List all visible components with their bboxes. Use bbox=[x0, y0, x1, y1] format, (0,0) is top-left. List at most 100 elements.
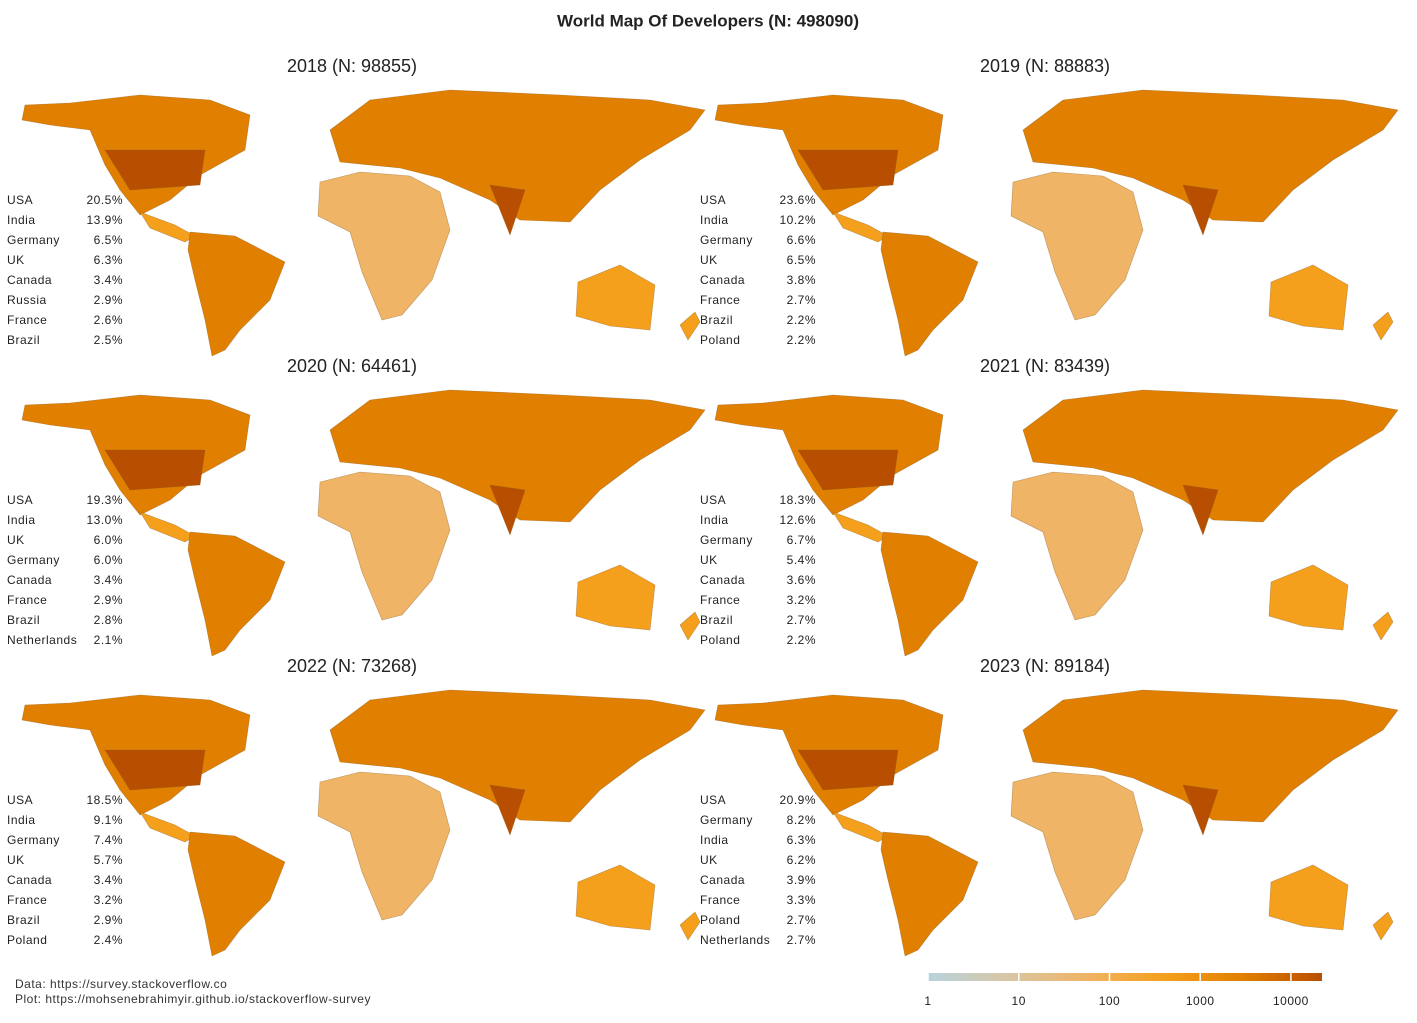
percent-label: 2.2% bbox=[787, 633, 816, 647]
land bbox=[104, 749, 206, 791]
panel-title: 2021 (N: 83439) bbox=[980, 356, 1110, 376]
country-label: UK bbox=[7, 853, 25, 867]
percent-label: 3.2% bbox=[787, 593, 816, 607]
caption: Data: https://survey.stackoverflow.co bbox=[15, 977, 227, 991]
land bbox=[880, 831, 979, 957]
land bbox=[880, 531, 979, 657]
percent-label: 20.5% bbox=[86, 193, 123, 207]
percent-label: 6.5% bbox=[94, 233, 123, 247]
land bbox=[679, 611, 701, 641]
percent-label: 2.5% bbox=[94, 333, 123, 347]
percent-label: 9.1% bbox=[94, 813, 123, 827]
land bbox=[104, 149, 206, 191]
land bbox=[1372, 611, 1394, 641]
country-label: France bbox=[700, 293, 740, 307]
country-label: USA bbox=[700, 493, 726, 507]
percent-label: 6.6% bbox=[787, 233, 816, 247]
country-label: France bbox=[7, 313, 47, 327]
panel-title: 2018 (N: 98855) bbox=[287, 56, 417, 76]
land bbox=[329, 89, 706, 223]
country-label: USA bbox=[7, 193, 33, 207]
percent-label: 2.4% bbox=[94, 933, 123, 947]
colorbar-tick-label: 1 bbox=[924, 994, 931, 1008]
country-label: India bbox=[700, 513, 729, 527]
land bbox=[187, 531, 286, 657]
land bbox=[187, 231, 286, 357]
land bbox=[139, 811, 196, 843]
country-label: Brazil bbox=[7, 613, 40, 627]
country-label: Russia bbox=[7, 293, 47, 307]
country-label: Germany bbox=[700, 533, 753, 547]
percent-label: 2.7% bbox=[787, 613, 816, 627]
colorbar-tick-label: 10000 bbox=[1273, 994, 1309, 1008]
land bbox=[329, 689, 706, 823]
percent-label: 18.3% bbox=[779, 493, 816, 507]
land bbox=[139, 211, 196, 243]
country-label: India bbox=[700, 213, 729, 227]
panel-title: 2022 (N: 73268) bbox=[287, 656, 417, 676]
land bbox=[1022, 89, 1399, 223]
percent-label: 13.0% bbox=[86, 513, 123, 527]
percent-label: 10.2% bbox=[779, 213, 816, 227]
land bbox=[489, 484, 526, 536]
country-label: France bbox=[7, 893, 47, 907]
percent-label: 2.2% bbox=[787, 313, 816, 327]
percent-label: 2.9% bbox=[94, 593, 123, 607]
country-label: India bbox=[7, 213, 36, 227]
percent-label: 6.3% bbox=[787, 833, 816, 847]
percent-label: 18.5% bbox=[86, 793, 123, 807]
country-label: USA bbox=[700, 193, 726, 207]
land bbox=[104, 449, 206, 491]
country-label: Canada bbox=[700, 273, 745, 287]
country-label: Netherlands bbox=[7, 633, 77, 647]
percent-label: 3.9% bbox=[787, 873, 816, 887]
percent-label: 2.7% bbox=[787, 933, 816, 947]
country-label: UK bbox=[7, 253, 25, 267]
country-label: Brazil bbox=[700, 613, 733, 627]
caption: Plot: https://mohsenebrahimyir.github.io… bbox=[15, 992, 371, 1006]
land bbox=[1182, 184, 1219, 236]
percent-label: 6.3% bbox=[94, 253, 123, 267]
percent-label: 2.8% bbox=[94, 613, 123, 627]
percent-label: 23.6% bbox=[779, 193, 816, 207]
land bbox=[575, 564, 656, 631]
percent-label: 7.4% bbox=[94, 833, 123, 847]
chart-title: World Map Of Developers (N: 498090) bbox=[557, 11, 859, 30]
percent-label: 3.6% bbox=[787, 573, 816, 587]
country-label: Canada bbox=[700, 873, 745, 887]
panel-title: 2020 (N: 64461) bbox=[287, 356, 417, 376]
country-label: Poland bbox=[700, 333, 740, 347]
land bbox=[832, 211, 889, 243]
land bbox=[797, 749, 899, 791]
country-label: Germany bbox=[7, 553, 60, 567]
map-panel: 2022 (N: 73268) USA 18.5% India 9.1% Germany 7… bbox=[7, 656, 706, 957]
land bbox=[832, 811, 889, 843]
country-label: UK bbox=[700, 553, 718, 567]
percent-label: 2.7% bbox=[787, 913, 816, 927]
country-label: Germany bbox=[7, 833, 60, 847]
land bbox=[1010, 171, 1144, 321]
percent-label: 2.9% bbox=[94, 293, 123, 307]
percent-label: 5.4% bbox=[787, 553, 816, 567]
land bbox=[1372, 311, 1394, 341]
country-label: USA bbox=[700, 793, 726, 807]
land bbox=[1010, 771, 1144, 921]
percent-label: 2.7% bbox=[787, 293, 816, 307]
colorbar-tick-label: 10 bbox=[1012, 994, 1026, 1008]
percent-label: 6.2% bbox=[787, 853, 816, 867]
panel-title: 2023 (N: 89184) bbox=[980, 656, 1110, 676]
map-panel: 2018 (N: 98855) USA 20.5% India 13.9% Germany… bbox=[7, 56, 706, 357]
land bbox=[317, 771, 451, 921]
land bbox=[1022, 689, 1399, 823]
country-label: Germany bbox=[700, 813, 753, 827]
country-label: Poland bbox=[7, 933, 47, 947]
land bbox=[329, 389, 706, 523]
land bbox=[679, 911, 701, 941]
country-label: UK bbox=[700, 253, 718, 267]
percent-label: 2.9% bbox=[94, 913, 123, 927]
land bbox=[1182, 784, 1219, 836]
map-panel: 2023 (N: 89184) USA 20.9% Germany 8.2% India 6… bbox=[700, 656, 1399, 957]
country-label: Canada bbox=[7, 273, 52, 287]
percent-label: 19.3% bbox=[86, 493, 123, 507]
